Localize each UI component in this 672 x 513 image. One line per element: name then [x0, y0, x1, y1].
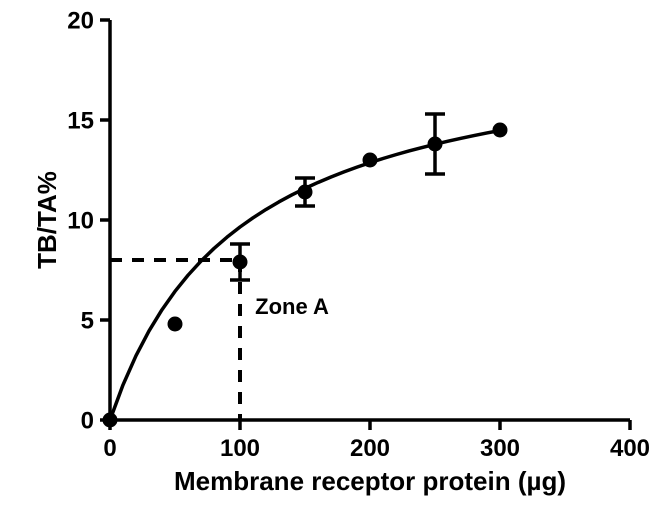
x-axis-label: Membrane receptor protein (µg)	[174, 466, 566, 496]
data-point	[233, 255, 247, 269]
y-tick-label: 15	[67, 107, 94, 134]
data-point	[493, 123, 507, 137]
x-tick-label: 100	[220, 435, 260, 462]
chart-bg	[0, 0, 672, 513]
y-axis-label: TB/TA%	[32, 171, 62, 269]
data-point	[428, 137, 442, 151]
data-point	[298, 185, 312, 199]
x-tick-label: 400	[610, 435, 650, 462]
data-point	[363, 153, 377, 167]
zone-label: Zone A	[255, 294, 329, 319]
chart-svg: 0 100 200 300 400 0 5 10 15 20 Membrane receptor p…	[0, 0, 672, 513]
x-tick-label: 300	[480, 435, 520, 462]
data-point	[103, 413, 117, 427]
y-tick-label: 10	[67, 207, 94, 234]
data-point	[168, 317, 182, 331]
chart-container: 0 100 200 300 400 0 5 10 15 20 Membrane receptor p…	[0, 0, 672, 513]
x-tick-label: 200	[350, 435, 390, 462]
y-tick-label: 0	[81, 407, 94, 434]
x-tick-label: 0	[103, 435, 116, 462]
y-tick-label: 20	[67, 7, 94, 34]
y-tick-label: 5	[81, 307, 94, 334]
